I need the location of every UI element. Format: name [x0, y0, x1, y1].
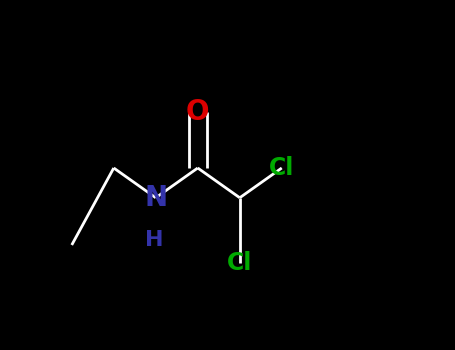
Text: N: N [144, 184, 167, 212]
Text: H: H [145, 230, 163, 250]
Text: O: O [186, 98, 209, 126]
Text: Cl: Cl [269, 156, 294, 180]
Text: Cl: Cl [227, 251, 253, 274]
